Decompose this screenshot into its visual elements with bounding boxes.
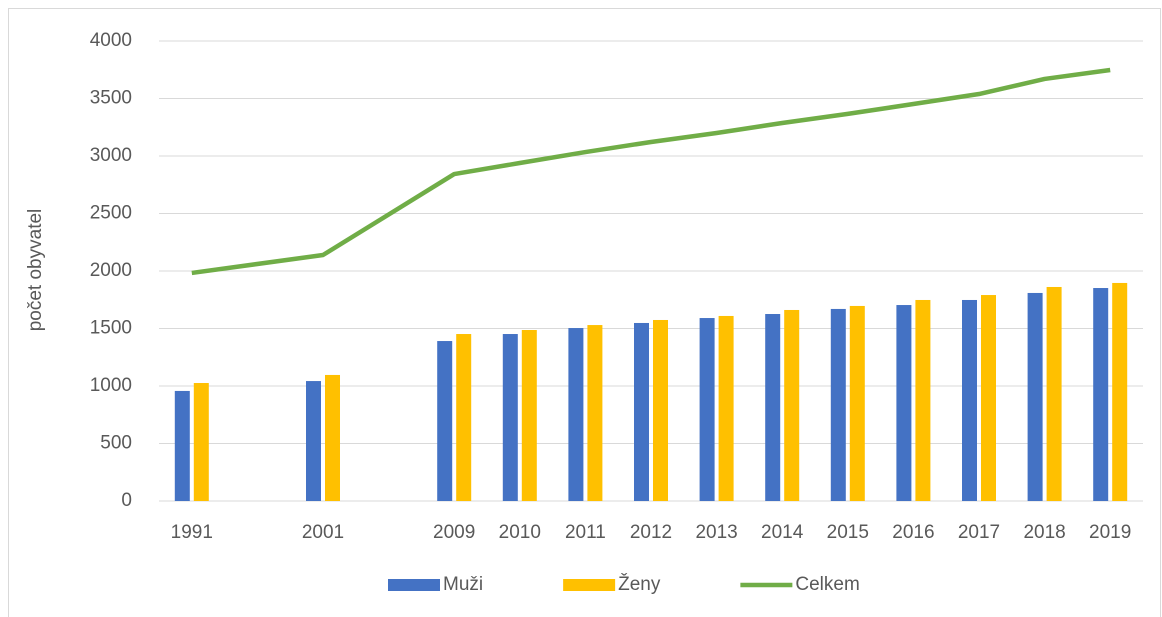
legend-label: Celkem	[795, 574, 859, 595]
x-tick-label: 2012	[630, 522, 672, 543]
y-tick-label: 2000	[90, 260, 132, 281]
bar	[193, 383, 209, 501]
x-tick-label: 2017	[958, 522, 1000, 543]
x-tick-label: 2010	[499, 522, 541, 543]
x-tick-label: 2015	[827, 522, 869, 543]
legend-swatch	[388, 579, 440, 591]
bar	[521, 329, 537, 501]
y-tick-label: 4000	[90, 30, 132, 51]
bar	[568, 328, 584, 501]
bar	[784, 309, 800, 501]
bar	[765, 314, 781, 501]
x-tick-label: 2009	[433, 522, 475, 543]
bar	[981, 295, 996, 501]
bar	[502, 334, 518, 501]
x-tick-label: 2013	[695, 522, 737, 543]
y-tick-label: 3500	[90, 88, 132, 109]
bar	[587, 325, 603, 501]
line	[191, 67, 1111, 276]
y-axis-label: počet obyvatel	[25, 209, 46, 332]
y-tick-label: 1000	[90, 375, 132, 396]
bar	[174, 390, 190, 501]
chart-border	[8, 8, 1161, 617]
legend-label: Muži	[443, 574, 483, 595]
bar	[1093, 288, 1109, 501]
bar	[962, 299, 977, 501]
legend-label: Ženy	[618, 573, 661, 595]
x-tick-label: 2014	[761, 522, 804, 543]
legend-swatch	[563, 579, 616, 591]
bar	[456, 334, 472, 501]
bar	[849, 305, 865, 501]
y-tick-label: 3000	[90, 145, 132, 166]
x-tick-label: 2011	[565, 522, 606, 543]
bar	[306, 381, 321, 501]
y-tick-label: 0	[121, 490, 132, 511]
bar	[830, 308, 846, 501]
x-tick-label: 2016	[892, 522, 934, 543]
y-tick-label: 500	[100, 433, 132, 454]
bar	[1046, 286, 1062, 501]
x-tick-label: 2001	[302, 522, 344, 543]
bar	[896, 305, 912, 501]
bar	[718, 315, 734, 501]
y-tick-label: 1500	[90, 318, 132, 339]
x-tick-label: 2019	[1089, 522, 1131, 543]
bar	[1112, 282, 1128, 501]
y-tick-label: 2500	[90, 203, 132, 224]
x-tick-label: 1991	[171, 522, 213, 543]
bar	[437, 341, 453, 501]
x-tick-label: 2018	[1023, 522, 1065, 543]
bar	[653, 319, 668, 501]
bar	[915, 299, 931, 501]
bar	[1027, 292, 1043, 501]
bar	[634, 322, 649, 501]
bar	[699, 318, 715, 501]
bar	[325, 374, 340, 501]
